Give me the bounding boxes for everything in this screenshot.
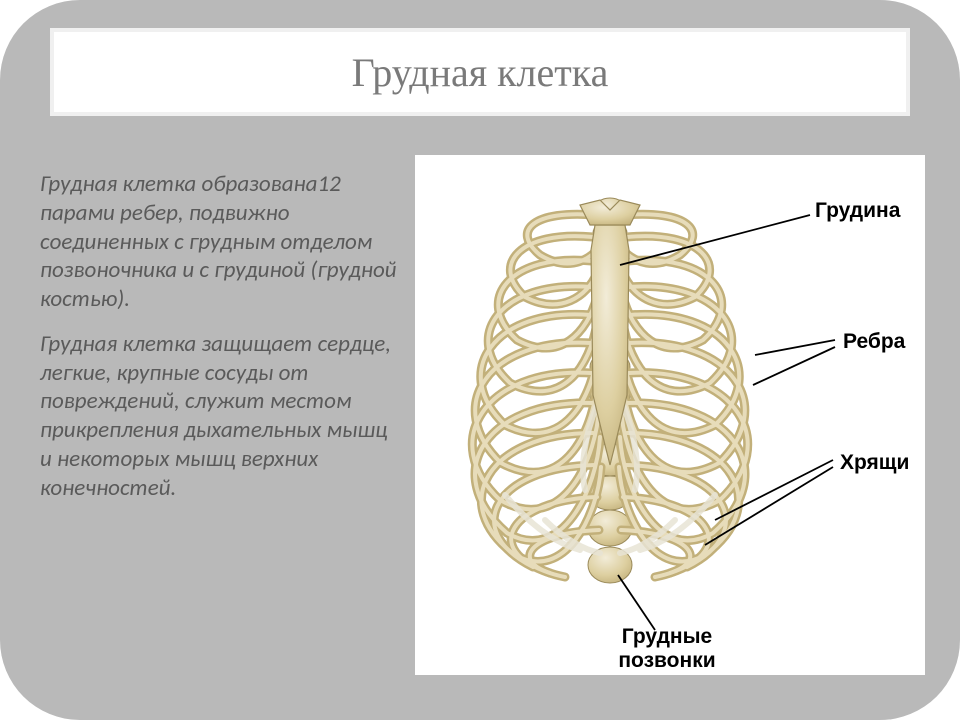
slide-title: Грудная клетка [352,49,609,96]
title-bar: Грудная клетка [50,28,910,116]
ribcage-svg [415,155,925,675]
label-vertebrae: Грудные позвонки [587,625,747,673]
label-sternum: Грудина [815,199,900,223]
paragraph-1: Грудная клетка образована12 парами ребер… [40,170,400,314]
ribs-right [619,214,748,577]
label-cartilage: Хрящи [840,451,909,475]
label-ribs: Ребра [843,330,905,354]
slide-container: Грудная клетка Грудная клетка образована… [0,0,960,720]
ribs-left [472,214,601,577]
paragraph-2: Грудная клетка защищает сердце, легкие, … [40,330,400,503]
ribcage-diagram: Грудина Ребра Хрящи Грудные позвонки [415,155,925,675]
body-text: Грудная клетка образована12 парами ребер… [40,170,400,518]
